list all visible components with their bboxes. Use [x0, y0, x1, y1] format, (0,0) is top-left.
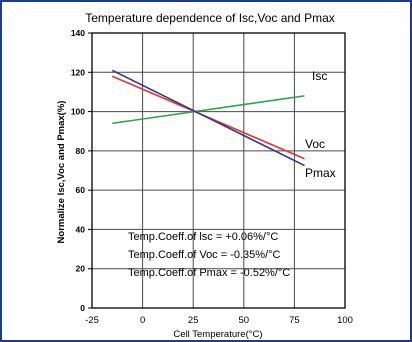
annotations: Temp.Coeff.of lsc = +0.06%/°C Temp.Coeff.… — [128, 231, 290, 279]
y-tick-label: 0 — [80, 303, 85, 313]
series-label-voc: Voc — [305, 137, 325, 151]
y-axis-title: Normalize Isc,Voc and Pmax(%) — [56, 101, 67, 244]
grid — [92, 33, 345, 308]
chart-title: Temperature dependence of Isc,Voc and Pm… — [85, 11, 335, 25]
y-tick-label: 80 — [76, 146, 86, 156]
x-axis-title: Cell Temperature(°C) — [173, 329, 262, 340]
x-tick-label: 75 — [289, 315, 300, 326]
plot-area — [92, 33, 345, 308]
x-tick-label: 50 — [239, 315, 250, 326]
y-tick-label: 140 — [71, 28, 85, 38]
x-tick-label: 100 — [337, 315, 353, 326]
y-tick-label: 60 — [76, 185, 86, 195]
series-labels: Isc Voc Pmax — [305, 69, 336, 180]
series-lines — [111, 69, 305, 167]
y-tick-label: 40 — [76, 224, 86, 234]
y-tick-label: 20 — [76, 264, 86, 274]
x-tick-label: -25 — [85, 315, 99, 326]
x-tick-label: 0 — [140, 315, 145, 326]
series-line-pmax — [111, 69, 305, 167]
coefficient-annotation: Temp.Coeff.of Pmax = -0.52%/°C — [128, 267, 290, 279]
plot-border — [91, 32, 346, 309]
series-line-isc — [112, 95, 305, 125]
series-label-isc: Isc — [312, 69, 327, 83]
x-tick-label: 25 — [188, 315, 199, 326]
coefficient-annotation: Temp.Coeff.of Voc = -0.35%/°C — [128, 249, 281, 261]
series-label-pmax: Pmax — [305, 166, 336, 180]
y-tick-label: 120 — [71, 67, 85, 77]
coefficient-annotation: Temp.Coeff.of lsc = +0.06%/°C — [128, 231, 278, 243]
y-tick-label: 100 — [71, 107, 85, 117]
